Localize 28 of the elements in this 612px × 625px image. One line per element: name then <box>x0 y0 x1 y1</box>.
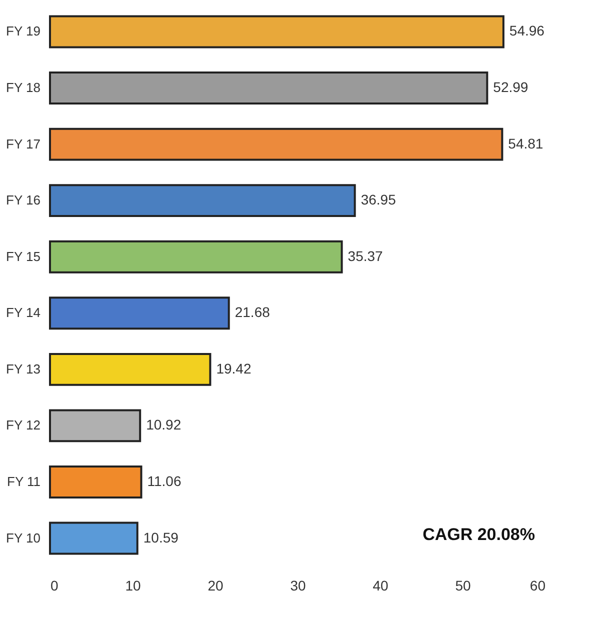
y-tick-label: FY 10 <box>6 530 40 546</box>
y-tick-label: FY 19 <box>6 24 40 39</box>
x-tick-label: 60 <box>530 578 546 594</box>
y-tick-label: FY 15 <box>6 248 40 264</box>
data-label: 35.37 <box>348 248 384 264</box>
y-tick-label: FY 14 <box>6 305 40 320</box>
x-tick-label: 50 <box>455 578 471 594</box>
data-label: 11.06 <box>147 472 182 489</box>
data-label: 54.96 <box>509 22 545 39</box>
annotation: CAGR 20.08% <box>422 525 535 544</box>
x-tick-label: 0 <box>50 578 58 594</box>
data-label: 52.99 <box>493 79 528 96</box>
y-tick-label: FY 11 <box>7 474 40 489</box>
y-tick-label: FY 13 <box>6 361 40 376</box>
x-tick-label: 20 <box>208 578 224 594</box>
y-tick-label: FY 12 <box>6 418 40 433</box>
x-tick-label: 10 <box>125 578 141 594</box>
data-label: 21.68 <box>234 304 270 320</box>
x-tick-label: 40 <box>372 578 388 594</box>
y-tick-label: FY 17 <box>6 136 40 152</box>
data-label: 54.81 <box>508 135 544 152</box>
y-tick-label: FY 16 <box>6 192 40 208</box>
x-tick-label: 30 <box>290 578 306 594</box>
data-label: 36.95 <box>360 192 396 208</box>
data-label: 10.59 <box>143 529 179 546</box>
y-tick-label: FY 18 <box>6 80 40 96</box>
data-label: 19.42 <box>216 360 252 376</box>
data-label: 10.92 <box>146 416 182 433</box>
